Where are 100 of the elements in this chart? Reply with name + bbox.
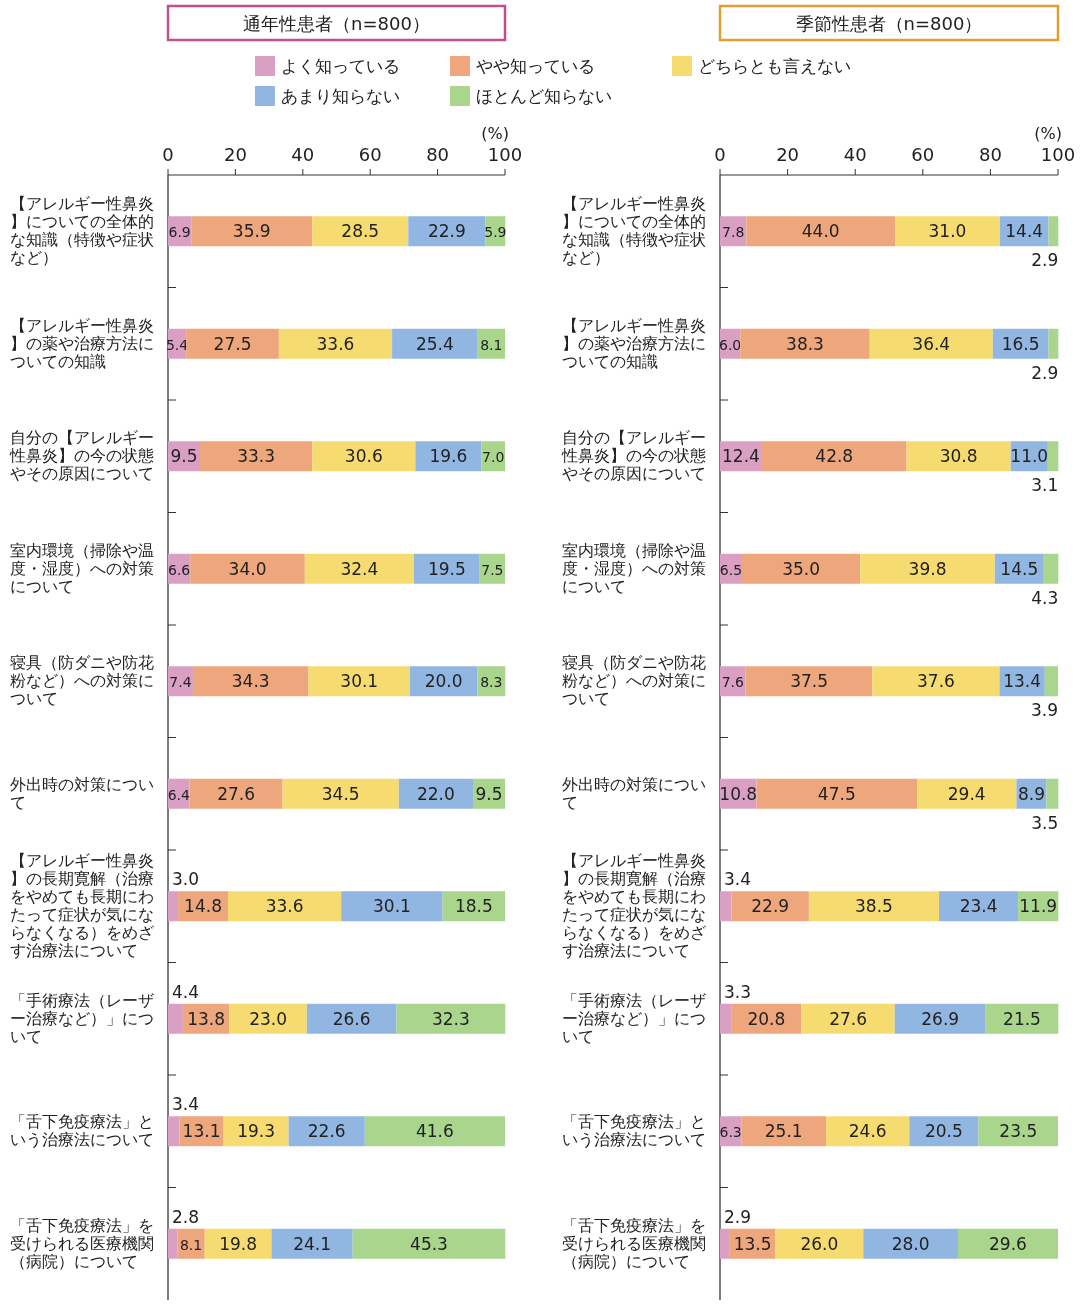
data-label: 22.0 [416, 783, 455, 804]
data-label: 11.0 [1010, 446, 1049, 467]
y-tick-label: 寝具（防ダニや防花粉など）への対策について [10, 654, 154, 709]
bar [872, 666, 1000, 697]
data-label: 19.5 [427, 558, 466, 579]
bar [278, 328, 393, 359]
y-tick-label: 【アレルギー性鼻炎】の薬や治療方法についての知識 [10, 316, 154, 371]
data-label: 35.9 [232, 221, 271, 242]
bar [341, 891, 443, 922]
data-label: 16.5 [1001, 333, 1040, 354]
chart-title: 季節性患者（n=800） [795, 13, 983, 34]
data-label: 7.0 [482, 449, 505, 466]
y-tick-label: 「舌下免疫療法」という治療法について [562, 1113, 706, 1150]
bar [396, 1003, 506, 1034]
data-label: 14.5 [1000, 558, 1039, 579]
data-label: 5.4 [165, 336, 189, 353]
y-tick-label: 自分の【アレルギー性鼻炎】の今の状態やその原因について [9, 429, 154, 484]
data-label: 26.9 [921, 1008, 960, 1029]
bar [177, 1228, 205, 1259]
data-label: 22.9 [751, 896, 790, 917]
bar [860, 553, 995, 584]
data-label: 20.8 [747, 1008, 786, 1029]
x-tick-label: 40 [843, 144, 867, 165]
data-label: 3.4 [172, 1094, 200, 1115]
data-label: 26.0 [800, 1233, 839, 1254]
x-tick-label: 20 [223, 144, 247, 165]
data-label: 7.6 [721, 674, 745, 691]
legend-label: あまり知らない [281, 86, 400, 106]
data-label: 38.5 [855, 896, 893, 917]
bar [939, 891, 1019, 922]
data-label: 6.0 [719, 336, 742, 353]
bar [392, 328, 478, 359]
legend-label: ほとんど知らない [476, 86, 612, 106]
y-tick-label: 【アレルギー性鼻炎】についての全体的な知識（特徴や症状など） [562, 195, 706, 268]
data-label: 3.0 [172, 869, 200, 890]
y-tick-label: 【アレルギー性鼻炎】についての全体的な知識（特徴や症状など） [10, 195, 154, 268]
x-tick-label: 100 [487, 144, 523, 165]
bar [720, 891, 732, 922]
bar [826, 1116, 910, 1147]
data-label: 27.5 [213, 333, 252, 354]
data-label: 3.3 [724, 981, 752, 1002]
bar [957, 1228, 1058, 1259]
data-label: 29.6 [989, 1233, 1027, 1254]
x-tick-label: 60 [358, 144, 382, 165]
data-label: 7.5 [481, 561, 504, 578]
data-label: 2.9 [1031, 250, 1059, 271]
y-tick-label: 【アレルギー性鼻炎】の長期寛解（治療をやめても長期にわたって症状が気にならなくなる）をめざす治療法について [10, 852, 154, 961]
data-label: 33.3 [237, 446, 276, 467]
data-label: 32.4 [340, 558, 379, 579]
data-label: 44.0 [801, 221, 840, 242]
y-tick-label: 室内環境（掃除や温度・湿度）への対策について [562, 541, 706, 596]
data-label: 8.1 [480, 336, 503, 353]
y-tick-label: 「手術療法（レーザー治療など）」について [10, 991, 154, 1046]
data-label: 32.3 [431, 1008, 470, 1029]
bar [304, 553, 415, 584]
bar [312, 441, 416, 472]
data-label: 45.3 [410, 1233, 448, 1254]
data-label: 39.8 [908, 558, 947, 579]
bar [746, 216, 896, 247]
bar [720, 1003, 732, 1034]
bar [1044, 666, 1058, 697]
y-tick-label: 「舌下免疫療法」を受けられる医療機関（病院）について [10, 1216, 154, 1271]
data-label: 18.5 [454, 896, 493, 917]
data-label: 13.8 [187, 1008, 226, 1029]
bar [985, 1003, 1059, 1034]
bar [168, 1003, 183, 1034]
data-label: 23.4 [959, 896, 998, 917]
data-label: 6.6 [167, 561, 191, 578]
data-label: 12.4 [722, 446, 760, 467]
x-tick-label: 0 [162, 144, 174, 165]
data-label: 42.8 [815, 446, 854, 467]
y-tick-label: 「舌下免疫療法」を受けられる医療機関（病院）について [562, 1216, 706, 1271]
x-axis-title: (%) [481, 124, 509, 143]
y-tick-label: 室内環境（掃除や温度・湿度）への対策について [10, 541, 154, 596]
bar [352, 1228, 506, 1259]
bar [227, 891, 342, 922]
bar [756, 778, 918, 809]
data-label: 30.8 [939, 446, 978, 467]
bar [808, 891, 940, 922]
bar [720, 1228, 730, 1259]
bar [917, 778, 1017, 809]
bar [271, 1228, 353, 1259]
data-label: 7.8 [722, 224, 745, 241]
data-label: 6.4 [167, 786, 191, 803]
y-tick-label: 【アレルギー性鼻炎】の長期寛解（治療をやめても長期にわたって症状が気にならなくなる）をめざす治療法について [562, 852, 706, 961]
data-label: 8.9 [1017, 783, 1045, 804]
data-label: 19.3 [237, 1121, 276, 1142]
bar [282, 778, 399, 809]
data-label: 8.1 [179, 1236, 203, 1253]
data-label: 9.5 [170, 446, 198, 467]
data-label: 47.5 [817, 783, 856, 804]
bar [775, 1228, 864, 1259]
bar [398, 778, 473, 809]
data-label: 4.4 [172, 981, 200, 1002]
legend-label: どちらとも言えない [698, 56, 851, 76]
bar [741, 553, 861, 584]
data-label: 29.4 [947, 783, 986, 804]
bar [186, 328, 279, 359]
data-label: 20.5 [925, 1121, 963, 1142]
data-label: 5.9 [484, 224, 507, 241]
